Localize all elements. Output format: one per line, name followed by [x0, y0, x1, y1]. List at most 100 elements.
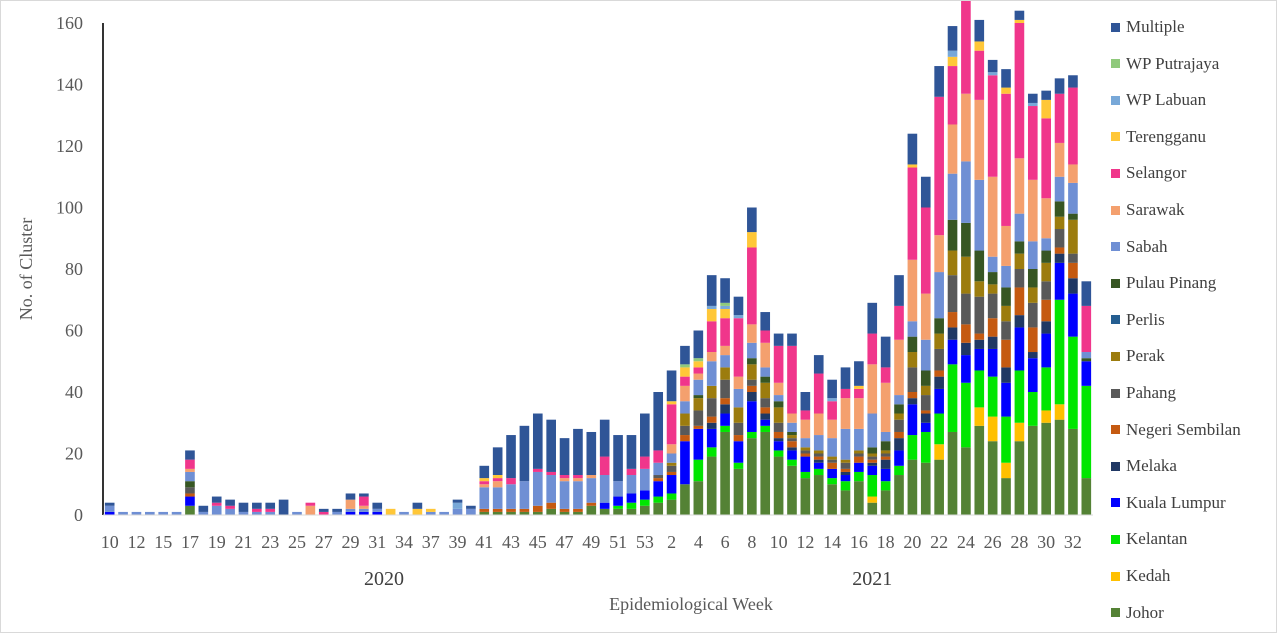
bar-segment-johor-35 [573, 511, 583, 515]
bar-segment-johor-60 [907, 459, 918, 515]
bar-segment-sabah-8 [211, 505, 222, 515]
bar-segment-melaka-55 [840, 471, 851, 476]
bar-segment-kelantan-69 [1027, 392, 1038, 426]
bar-segment-kedah-70 [1041, 410, 1051, 423]
bar-segment-pahang-49 [760, 398, 771, 408]
x-tick-label: 28 [1010, 532, 1028, 552]
bar-segment-kedah-71 [1054, 404, 1065, 420]
bar-segment-johor-29 [492, 511, 503, 515]
bar-segment-pulau-pinang-69 [1027, 269, 1038, 288]
bar-segment-johor-53 [813, 475, 824, 515]
legend-item-multiple: Multiple [1111, 17, 1185, 37]
bar-segment-wp-labuan-26 [452, 502, 463, 509]
bar-segment-perak-54 [827, 456, 837, 460]
bar-segment-melaka-51 [787, 447, 797, 451]
bar-segment-multiple-9 [225, 499, 235, 506]
bar-segment-multiple-54 [827, 379, 837, 399]
bar-segment-sabah-69 [1027, 241, 1038, 269]
bar-segment-johor-67 [1001, 478, 1011, 515]
y-tick-label: 80 [65, 259, 83, 279]
bar-segment-perak-42 [666, 462, 677, 466]
bar-segment-pahang-54 [827, 459, 837, 463]
bar-segment-kedah-66 [987, 416, 998, 442]
bar-segment-selangor-56 [854, 388, 864, 399]
bar-segment-negeri-sembilan-41 [653, 478, 664, 482]
bar-segment-johor-42 [666, 499, 677, 516]
bar-segment-multiple-6 [185, 450, 195, 460]
bar-segment-kuala-lumpur-67 [1001, 382, 1011, 417]
legend-swatch [1111, 461, 1120, 471]
bar-segment-kedah-57 [867, 496, 878, 503]
x-tick-label: 29 [342, 532, 360, 552]
bar-segment-selangor-67 [1001, 93, 1011, 226]
bar-segment-pulau-pinang-58 [880, 441, 891, 451]
bar-segment-johor-47 [733, 468, 744, 516]
bar-segment-pulau-pinang-60 [907, 336, 918, 353]
legend-swatch [1111, 571, 1120, 581]
bar-segment-kuala-lumpur-50 [773, 441, 784, 451]
bar-segment-melaka-58 [880, 459, 891, 469]
bar-segment-multiple-28 [479, 465, 490, 479]
bar-segment-kelantan-42 [666, 493, 677, 500]
legend-item-sarawak: Sarawak [1111, 200, 1185, 220]
y-tick-labels: 0 20 40 60 80 100 120 140 160 [56, 13, 83, 525]
bar-segment-melaka-53 [813, 459, 824, 463]
bar-segment-multiple-12 [265, 502, 276, 509]
bar-segment-johor-41 [653, 502, 664, 515]
bar-segment-johor-51 [787, 465, 797, 515]
bar-segment-kuala-lumpur-59 [894, 450, 904, 466]
bar-segment-kuala-lumpur-69 [1027, 358, 1038, 392]
bar-segment-terengganu-21 [385, 508, 396, 515]
bar-segment-sarawak-61 [920, 293, 931, 340]
bar-segment-sarawak-63 [947, 124, 958, 174]
bar-segment-perak-64 [961, 256, 971, 294]
bar-segment-kuala-lumpur-43 [680, 441, 690, 485]
bar-segment-johor-56 [854, 481, 864, 515]
bar-segment-kelantan-72 [1068, 336, 1078, 429]
bar-segment-negeri-sembilan-54 [827, 462, 837, 469]
bar-segment-terengganu-24 [425, 508, 436, 512]
bar-segment-sabah-17 [332, 511, 342, 515]
bar-segment-terengganu-63 [947, 56, 958, 67]
bar-segment-kuala-lumpur-6 [185, 496, 195, 506]
bar-segment-selangor-59 [894, 305, 904, 340]
bar-segment-multiple-39 [626, 435, 637, 469]
bar-segment-negeri-sembilan-67 [1001, 339, 1011, 368]
bar-segment-kelantan-52 [800, 471, 811, 479]
bar-segment-johor-71 [1054, 419, 1065, 515]
bar-segment-perak-61 [920, 385, 931, 396]
bar-segment-johor-31 [519, 511, 530, 515]
bar-segment-kelantan-41 [653, 496, 664, 503]
bar-segment-johor-63 [947, 431, 958, 515]
x-tick-label: 24 [957, 532, 975, 552]
bar-segment-negeri-sembilan-68 [1014, 287, 1025, 316]
bar-segment-pahang-61 [920, 395, 931, 411]
bar-segment-perak-51 [787, 435, 797, 439]
bar-segment-kuala-lumpur-58 [880, 468, 891, 482]
bar-segment-negeri-sembilan-31 [519, 508, 530, 512]
bar-segment-selangor-66 [987, 75, 998, 177]
bar-segment-perak-60 [907, 352, 918, 368]
bar-segment-multiple-66 [987, 59, 998, 73]
x-tick-label: 32 [1064, 532, 1082, 552]
bar-segment-terengganu-23 [412, 508, 423, 515]
bar-segment-sabah-66 [987, 256, 998, 273]
bar-segment-kelantan-68 [1014, 370, 1025, 423]
legend-swatch [1111, 388, 1120, 398]
x-tick-label: 16 [850, 532, 868, 552]
bar-segment-sarawak-54 [827, 419, 837, 439]
bar-segment-sabah-46 [720, 355, 730, 368]
bar-segment-melaka-70 [1041, 321, 1051, 334]
bar-segment-pulau-pinang-61 [920, 370, 931, 386]
bar-segment-sabah-50 [773, 395, 784, 402]
x-tick-label: 22 [930, 532, 948, 552]
bar-segment-kelantan-56 [854, 471, 864, 482]
x-tick-labels: 10 12 15 17 19 21 23 25 27 29 31 34 37 39 41 43 45 47 49 51… [101, 532, 1082, 552]
bar-segment-johor-45 [706, 456, 717, 515]
bar-segment-kuala-lumpur-46 [720, 413, 730, 426]
bar-segment-wp-labuan-54 [827, 398, 837, 402]
bar-segment-selangor-47 [733, 318, 744, 377]
bar-segment-sarawak-28 [479, 484, 490, 488]
bar-segment-negeri-sembilan-35 [573, 508, 583, 512]
bar-segment-pahang-66 [987, 293, 998, 319]
